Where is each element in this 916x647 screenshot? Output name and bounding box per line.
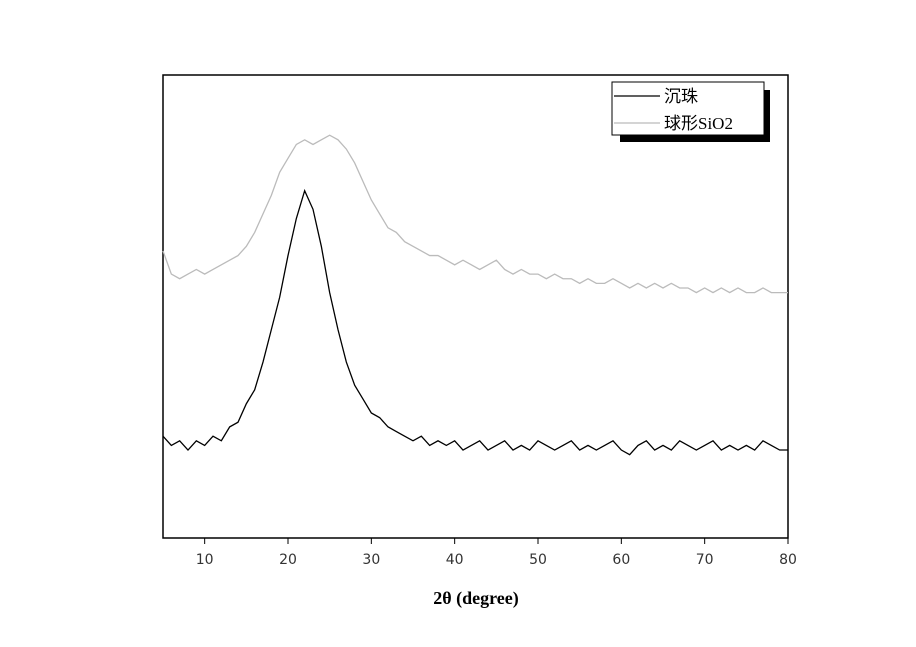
series-line	[162, 188, 788, 456]
x-tick-label: 80	[779, 552, 797, 568]
x-tick-label: 10	[196, 552, 214, 568]
series-line	[162, 134, 788, 294]
x-tick-label: 60	[612, 552, 630, 568]
legend-label: 球形SiO2	[664, 114, 733, 133]
x-tick-label: 70	[696, 552, 714, 568]
legend-label: 沉珠	[664, 87, 698, 106]
x-tick-label: 40	[446, 552, 464, 568]
x-tick-label: 20	[279, 552, 297, 568]
plot-frame	[162, 74, 789, 539]
x-tick-label: 50	[529, 552, 547, 568]
x-tick-label: 30	[362, 552, 380, 568]
legend-box	[611, 81, 765, 136]
x-axis-label: 2θ (degree)	[433, 588, 519, 609]
